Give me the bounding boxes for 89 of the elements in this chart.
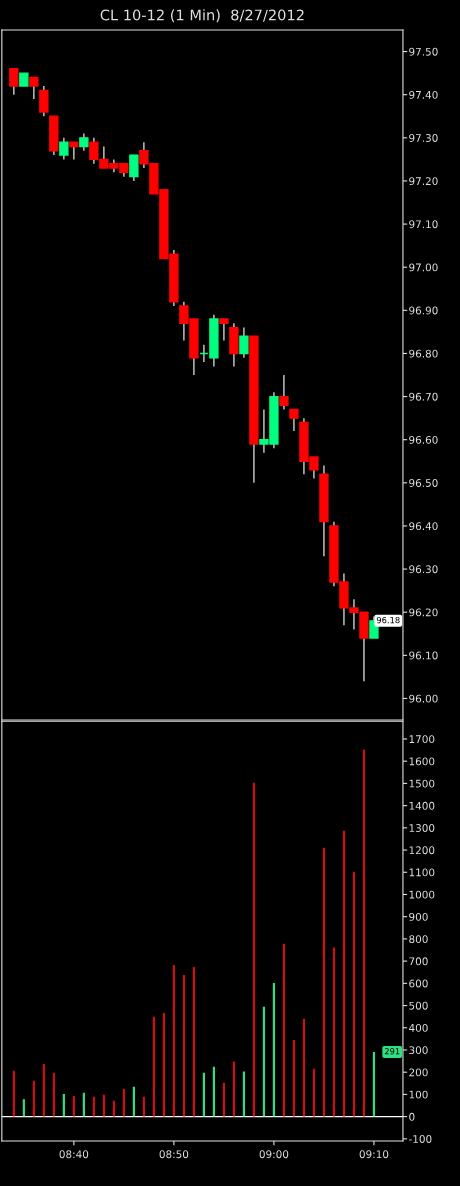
bar xyxy=(22,1099,25,1117)
candlestick xyxy=(29,76,39,100)
bar xyxy=(212,1066,215,1117)
y-tick-label: 1700 xyxy=(409,735,435,744)
bar xyxy=(222,1082,226,1117)
bar xyxy=(172,964,175,1117)
bar xyxy=(152,1016,155,1117)
x-tick-label: 08:40 xyxy=(59,1150,89,1159)
y-tick-label: -100 xyxy=(409,1135,432,1143)
y-tick-label: 96.20 xyxy=(409,608,438,617)
y-tick-label: 96.30 xyxy=(409,565,438,574)
y-tick-label: 97.00 xyxy=(409,263,438,272)
y-tick-label: 1300 xyxy=(409,824,435,832)
y-tick-label: 97.30 xyxy=(409,134,438,142)
bar xyxy=(372,1051,376,1117)
y-tick-label: 1600 xyxy=(409,757,435,766)
y-tick-label: 1000 xyxy=(409,890,435,899)
bar xyxy=(12,1070,15,1117)
bar xyxy=(352,871,356,1117)
bar xyxy=(42,1063,45,1117)
bar xyxy=(52,1072,55,1117)
bar xyxy=(92,1096,95,1117)
y-tick-label: 700 xyxy=(409,957,428,966)
bar xyxy=(82,1092,85,1117)
y-tick-label: 97.20 xyxy=(409,177,438,186)
bar xyxy=(72,1095,75,1117)
bar xyxy=(182,974,185,1117)
text: 291 xyxy=(384,1048,400,1055)
y-tick-label: 96.90 xyxy=(409,306,438,315)
bar xyxy=(192,966,195,1117)
y-tick-label: 97.50 xyxy=(409,47,438,56)
y-tick-label: 96.00 xyxy=(409,694,438,703)
candlestick xyxy=(59,137,69,161)
bar xyxy=(302,1018,306,1117)
bar xyxy=(32,1080,35,1117)
y-tick-label: 100 xyxy=(409,1090,428,1099)
y-tick-label: 96.60 xyxy=(409,435,438,444)
bar xyxy=(132,1086,135,1117)
y-tick-label: 1200 xyxy=(409,846,435,855)
x-tick-label: 09:10 xyxy=(359,1150,389,1159)
annotation: 96.18 xyxy=(376,616,400,624)
bar xyxy=(272,982,276,1117)
bar xyxy=(332,947,336,1117)
candlestick xyxy=(219,318,229,342)
bar xyxy=(312,1068,316,1117)
candlestick xyxy=(239,326,249,359)
bar xyxy=(232,1061,236,1117)
y-tick-label: 500 xyxy=(409,1001,428,1010)
y-tick-label: 1500 xyxy=(409,779,435,788)
y-tick-label: 96.50 xyxy=(409,479,438,487)
candlestick xyxy=(289,408,299,432)
y-tick-label: 96.80 xyxy=(409,349,438,358)
x-tick-label: 08:50 xyxy=(159,1150,189,1159)
bar xyxy=(292,1039,296,1117)
y-tick-label: 300 xyxy=(409,1046,428,1055)
y-tick-label: 96.70 xyxy=(409,392,438,401)
bar xyxy=(252,782,256,1117)
bar xyxy=(362,749,366,1117)
y-tick-label: 1100 xyxy=(409,868,435,877)
bar xyxy=(142,1096,145,1117)
bar xyxy=(202,1072,205,1117)
chart-title: CL 10-12 (1 Min) 8/27/2012 xyxy=(100,9,304,23)
candlestick xyxy=(39,85,49,117)
bar xyxy=(122,1088,125,1117)
y-tick-label: 0 xyxy=(409,1112,415,1121)
y-tick-label: 96.10 xyxy=(409,651,438,660)
y-tick-label: 900 xyxy=(409,912,428,921)
y-tick-label: 97.40 xyxy=(409,90,438,99)
x-tick-label: 09:00 xyxy=(259,1150,289,1159)
bar xyxy=(322,847,326,1117)
bar xyxy=(342,830,346,1117)
y-tick-label: 97.10 xyxy=(409,220,438,229)
candlestick xyxy=(279,374,289,411)
y-tick-label: 400 xyxy=(409,1023,428,1032)
bar xyxy=(162,1012,165,1117)
y-tick-label: 600 xyxy=(409,979,428,988)
bar xyxy=(282,943,286,1117)
candlestick xyxy=(9,68,19,96)
bar xyxy=(242,1071,246,1117)
y-tick-label: 1400 xyxy=(409,801,435,810)
y-tick-label: 96.40 xyxy=(409,522,438,531)
bar xyxy=(62,1093,65,1117)
bar xyxy=(112,1100,115,1117)
y-tick-label: 800 xyxy=(409,935,428,944)
bar xyxy=(262,1006,266,1117)
y-tick-label: 200 xyxy=(409,1068,428,1077)
bar xyxy=(102,1094,105,1117)
candlestick xyxy=(129,154,139,182)
candlestick xyxy=(69,141,79,161)
